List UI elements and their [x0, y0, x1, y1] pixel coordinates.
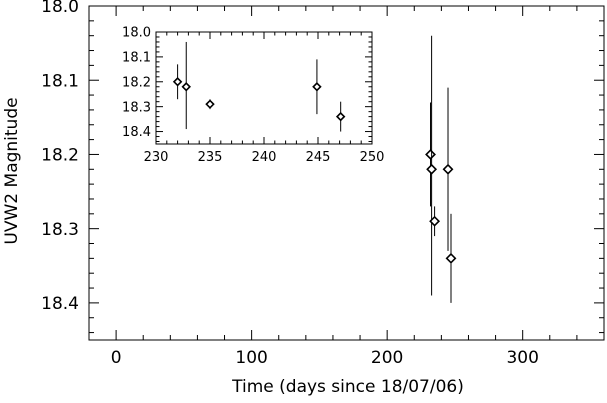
inset-x-tick-label: 245 [306, 150, 331, 165]
x-tick-label: 300 [506, 348, 538, 368]
inset-background [156, 32, 372, 144]
x-axis-label: Time (days since 18/07/06) [231, 377, 464, 397]
inset-x-tick-label: 235 [198, 150, 223, 165]
inset-x-tick-label: 240 [252, 150, 277, 165]
inset-y-tick-label: 18.3 [122, 100, 151, 115]
y-axis-label: UVW2 Magnitude [2, 97, 22, 244]
data-point [425, 149, 436, 160]
inset-y-tick-label: 18.2 [122, 75, 151, 90]
y-tick-label: 18.1 [41, 71, 79, 91]
x-tick-label: 200 [371, 348, 403, 368]
x-tick-label: 100 [235, 348, 267, 368]
inset-y-tick-label: 18.1 [122, 51, 151, 66]
inset-data-point [181, 82, 191, 92]
x-tick-label: 0 [111, 348, 122, 368]
data-point [445, 252, 457, 264]
inset-x-tick-label: 230 [144, 150, 169, 165]
data-point [426, 163, 438, 175]
data-point [429, 215, 441, 227]
plot-frame [88, 5, 605, 341]
data-point [442, 163, 454, 175]
inset-y-tick-label: 18.4 [122, 125, 151, 140]
inset-data-point [205, 99, 215, 109]
inset-data-point [172, 77, 183, 87]
main-plot: 0 100 200 300 18.0 18.1 18.2 18.3 18.4 [41, 0, 605, 368]
inset-plot: 230 235 240 245 250 18.0 18.1 18.2 18.3 18.4 [122, 26, 384, 165]
inset-x-tick-label: 250 [360, 150, 385, 165]
y-tick-label: 18.3 [41, 220, 79, 240]
y-tick-label: 18.0 [41, 0, 79, 17]
y-tick-label: 18.4 [41, 294, 79, 314]
inset-data-point [312, 82, 322, 92]
y-tick-label: 18.2 [41, 146, 79, 166]
inset-data-point [335, 111, 346, 122]
inset-y-tick-label: 18.0 [122, 26, 151, 41]
